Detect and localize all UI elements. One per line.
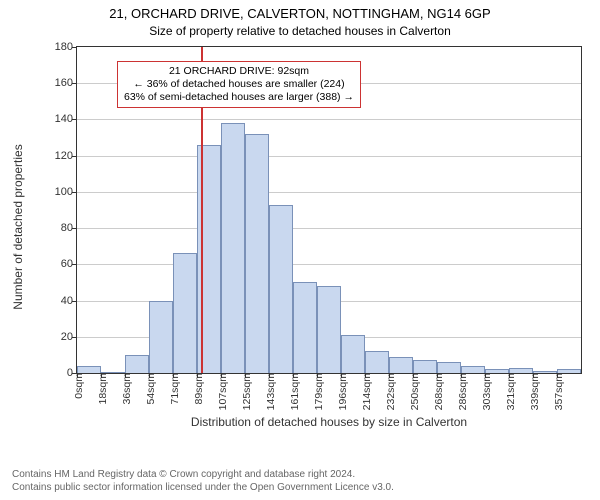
ytick-label: 60 — [61, 258, 77, 270]
histogram-bar — [365, 351, 389, 373]
gridline — [77, 119, 581, 120]
xtick-label: 321sqm — [501, 373, 517, 410]
xtick-label: 107sqm — [213, 373, 229, 410]
footer-line-1: Contains HM Land Registry data © Crown c… — [12, 468, 394, 481]
histogram-bar — [125, 355, 149, 373]
ytick-label: 100 — [55, 186, 77, 198]
xtick-label: 268sqm — [429, 373, 445, 410]
gridline — [77, 156, 581, 157]
chart-subtitle: Size of property relative to detached ho… — [0, 23, 600, 38]
xtick-label: 303sqm — [477, 373, 493, 410]
x-axis-label: Distribution of detached houses by size … — [191, 415, 467, 429]
xtick-label: 179sqm — [309, 373, 325, 410]
histogram-bar — [269, 205, 293, 373]
chart-wrap: Number of detached properties Distributi… — [48, 46, 580, 408]
xtick-label: 36sqm — [117, 373, 133, 405]
histogram-bar — [317, 286, 341, 373]
histogram-bar — [149, 301, 173, 373]
chart-title: 21, ORCHARD DRIVE, CALVERTON, NOTTINGHAM… — [0, 0, 600, 23]
annotation-line: 21 ORCHARD DRIVE: 92sqm — [124, 65, 354, 78]
histogram-bar — [389, 357, 413, 373]
histogram-bar — [341, 335, 365, 373]
xtick-label: 286sqm — [453, 373, 469, 410]
xtick-label: 89sqm — [189, 373, 205, 405]
histogram-bar — [437, 362, 461, 373]
ytick-label: 80 — [61, 222, 77, 234]
gridline — [77, 264, 581, 265]
y-axis-label: Number of detached properties — [11, 144, 25, 309]
xtick-label: 54sqm — [141, 373, 157, 405]
histogram-bar — [173, 253, 197, 373]
xtick-label: 214sqm — [357, 373, 373, 410]
annotation-line: ← 36% of detached houses are smaller (22… — [124, 78, 354, 91]
chart-container: 21, ORCHARD DRIVE, CALVERTON, NOTTINGHAM… — [0, 0, 600, 500]
ytick-label: 40 — [61, 295, 77, 307]
footer-credits: Contains HM Land Registry data © Crown c… — [12, 468, 394, 494]
histogram-bar — [245, 134, 269, 373]
xtick-label: 143sqm — [261, 373, 277, 410]
gridline — [77, 228, 581, 229]
xtick-label: 232sqm — [381, 373, 397, 410]
xtick-label: 339sqm — [525, 373, 541, 410]
ytick-label: 160 — [55, 77, 77, 89]
histogram-bar — [221, 123, 245, 373]
xtick-label: 161sqm — [285, 373, 301, 410]
ytick-label: 180 — [55, 41, 77, 53]
xtick-label: 125sqm — [237, 373, 253, 410]
xtick-label: 71sqm — [165, 373, 181, 405]
gridline — [77, 192, 581, 193]
footer-line-2: Contains public sector information licen… — [12, 481, 394, 494]
xtick-label: 196sqm — [333, 373, 349, 410]
xtick-label: 18sqm — [93, 373, 109, 405]
histogram-bar — [413, 360, 437, 373]
xtick-label: 357sqm — [549, 373, 565, 410]
plot-area: Distribution of detached houses by size … — [76, 46, 582, 374]
histogram-bar — [293, 282, 317, 373]
ytick-label: 140 — [55, 113, 77, 125]
ytick-label: 120 — [55, 150, 77, 162]
annotation-line: 63% of semi-detached houses are larger (… — [124, 91, 354, 104]
xtick-label: 0sqm — [69, 373, 85, 399]
annotation-box: 21 ORCHARD DRIVE: 92sqm← 36% of detached… — [117, 61, 361, 108]
xtick-label: 250sqm — [405, 373, 421, 410]
ytick-label: 20 — [61, 331, 77, 343]
histogram-bar — [461, 366, 485, 373]
